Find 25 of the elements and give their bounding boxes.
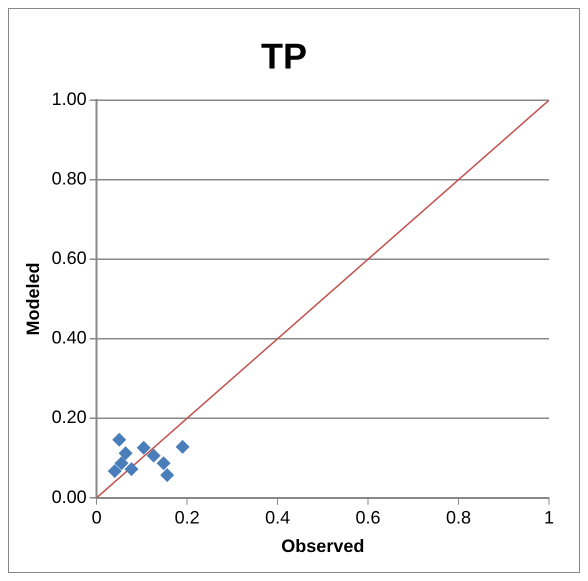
x-axis-title: Observed [281,536,364,556]
point [160,468,174,482]
point [108,464,122,478]
x-tick-label: 1 [544,508,554,528]
chart-title: TP [260,36,308,77]
y-tick-label: 0.80 [52,168,87,189]
y-tick-label: 0.00 [52,486,87,507]
x-tick-label: 0.6 [356,508,381,528]
y-axis-title: Modeled [22,262,43,336]
y-tick-label: 0.60 [52,248,87,268]
y-tick-label: 1.00 [52,89,87,110]
x-tick-label: 0.8 [446,508,472,528]
point [114,456,129,470]
point [136,440,151,455]
point [176,440,190,454]
point [124,462,138,476]
x-tick-label: 0 [92,508,102,528]
y-tick-label: 0.20 [52,407,87,428]
point [156,456,171,470]
point [112,432,126,447]
x-tick-label: 0.4 [265,508,290,528]
y-tick-label: 0.40 [52,328,87,348]
point [146,448,161,463]
point [118,446,133,460]
x-tick-label: 0.2 [174,508,200,528]
